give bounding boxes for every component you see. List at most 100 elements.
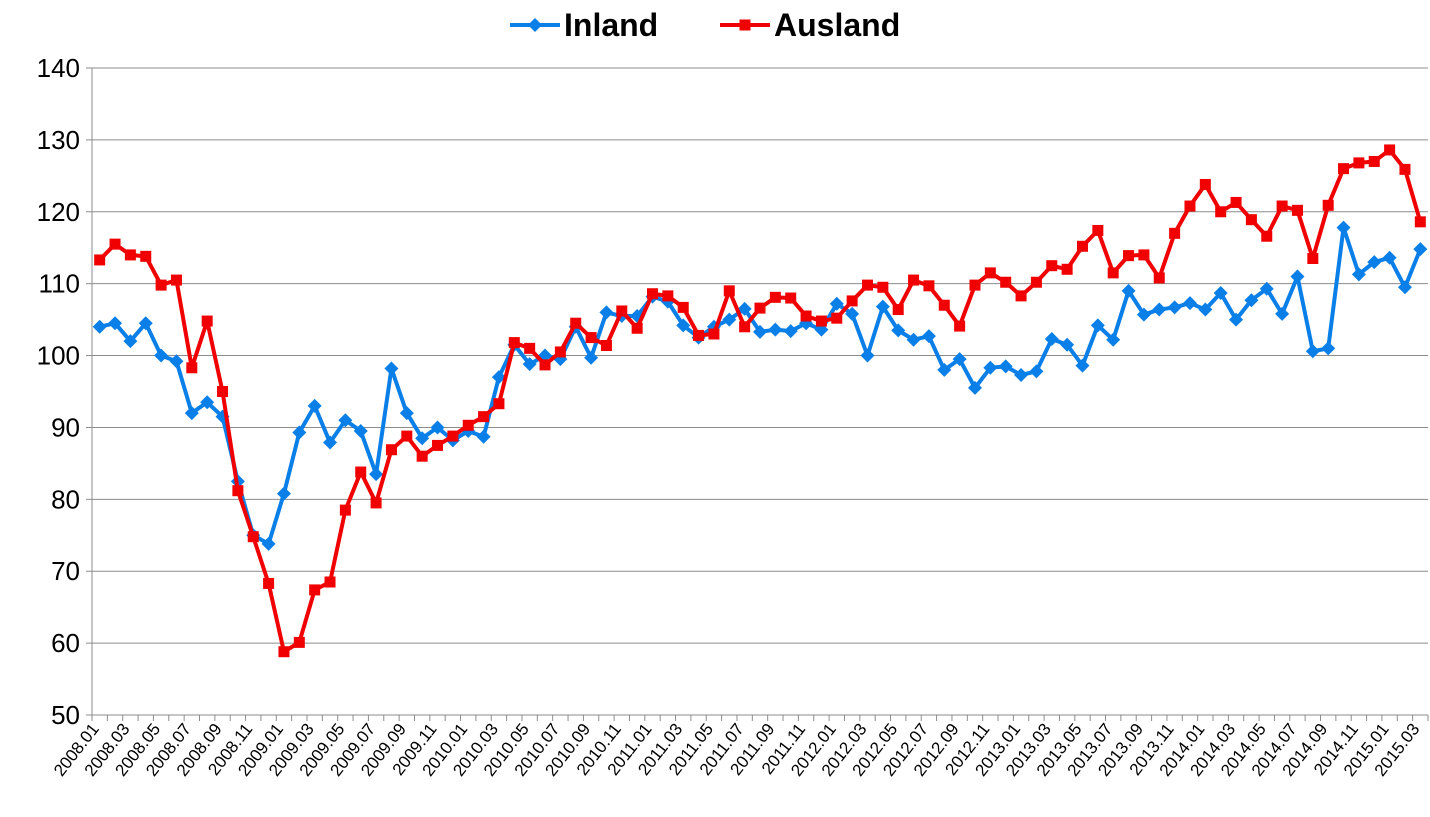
point: [1044, 332, 1059, 347]
point: [184, 406, 199, 421]
point: [1321, 341, 1336, 356]
point: [677, 301, 689, 313]
point: [647, 288, 659, 300]
point: [1322, 199, 1334, 211]
point: [1090, 318, 1105, 333]
point: [1029, 364, 1044, 379]
point: [261, 536, 276, 551]
point: [906, 332, 921, 347]
point: [108, 316, 123, 331]
point: [476, 429, 491, 444]
point: [1245, 214, 1257, 226]
point: [676, 318, 691, 333]
point: [662, 290, 674, 302]
point: [324, 576, 336, 588]
point: [891, 323, 906, 338]
point: [493, 398, 505, 410]
point: [1060, 337, 1075, 352]
point: [355, 466, 367, 478]
point: [1414, 216, 1426, 228]
point: [737, 301, 752, 316]
point: [170, 274, 182, 286]
point: [969, 279, 981, 291]
point: [754, 302, 766, 314]
point: [1229, 312, 1244, 327]
point: [1307, 253, 1319, 265]
point: [462, 419, 474, 431]
point: [491, 370, 506, 385]
point: [1291, 204, 1303, 216]
point: [722, 312, 737, 327]
point: [1367, 255, 1382, 270]
series-line: [98, 147, 1423, 654]
point: [570, 317, 582, 329]
point: [201, 315, 213, 327]
point: [123, 334, 138, 349]
point: [307, 398, 322, 413]
point: [232, 485, 244, 497]
point: [416, 450, 428, 462]
point: [1136, 307, 1151, 322]
point: [1182, 296, 1197, 311]
y-tick-label: 80: [51, 484, 80, 514]
point: [708, 328, 720, 340]
point: [1213, 286, 1228, 301]
point: [384, 361, 399, 376]
point: [631, 322, 643, 334]
point: [169, 354, 184, 369]
point: [522, 357, 537, 372]
point: [353, 424, 368, 439]
point: [908, 274, 920, 286]
point: [584, 350, 599, 365]
point: [861, 279, 873, 291]
point: [94, 254, 106, 266]
point: [877, 281, 889, 293]
point: [983, 360, 998, 375]
point: [339, 504, 351, 516]
point: [785, 292, 797, 304]
point: [539, 359, 551, 371]
point: [1000, 276, 1012, 288]
point: [478, 411, 490, 423]
point: [1368, 155, 1380, 167]
point: [1046, 260, 1058, 272]
point: [1184, 200, 1196, 212]
point: [338, 413, 353, 428]
point: [1121, 283, 1136, 298]
point: [1338, 163, 1350, 175]
point: [554, 346, 566, 358]
y-tick-label: 120: [37, 197, 80, 227]
legend-marker: [528, 18, 542, 32]
legend-label: Inland: [564, 7, 658, 43]
point: [1107, 267, 1119, 279]
point: [1153, 272, 1165, 284]
point: [892, 304, 904, 316]
point: [430, 420, 445, 435]
point: [693, 329, 705, 341]
point: [432, 439, 444, 451]
point: [984, 267, 996, 279]
point: [1199, 178, 1211, 190]
point: [1382, 250, 1397, 265]
point: [1092, 224, 1104, 236]
legend-marker: [739, 19, 751, 31]
point: [1215, 206, 1227, 218]
point: [1259, 281, 1274, 296]
point: [369, 467, 384, 482]
point: [92, 319, 107, 334]
point: [967, 380, 982, 395]
point: [447, 430, 459, 442]
point: [1014, 367, 1029, 382]
y-tick-label: 100: [37, 341, 80, 371]
point: [829, 296, 844, 311]
point: [585, 332, 597, 344]
point: [723, 285, 735, 297]
point: [370, 497, 382, 509]
point: [1413, 242, 1428, 257]
point: [938, 299, 950, 311]
point: [155, 279, 167, 291]
point: [109, 238, 121, 250]
point: [200, 395, 215, 410]
point: [1230, 196, 1242, 208]
y-tick-label: 90: [51, 412, 80, 442]
